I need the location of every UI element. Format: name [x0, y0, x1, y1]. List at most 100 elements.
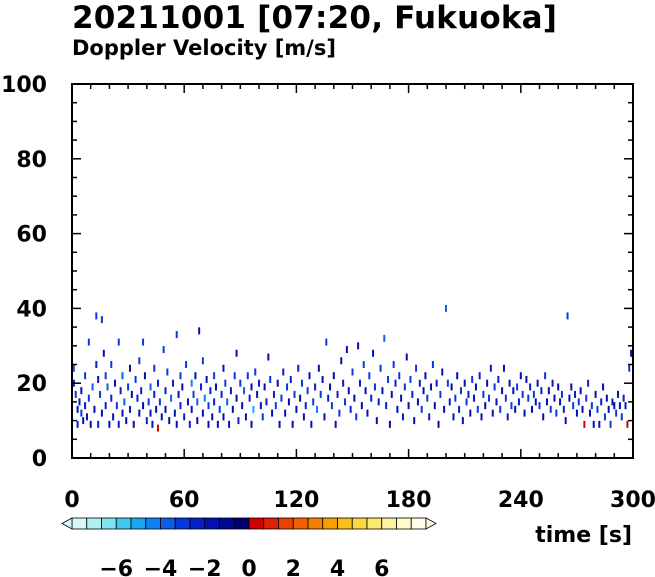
x-tick-label: 120 — [273, 488, 319, 513]
y-tick-label: 80 — [16, 148, 47, 173]
data-point — [142, 338, 145, 346]
data-point — [598, 420, 601, 428]
data-point — [574, 390, 577, 398]
data-point — [426, 394, 429, 402]
data-point — [506, 413, 509, 421]
data-point — [478, 372, 481, 380]
data-point — [302, 413, 305, 421]
y-tick-label: 20 — [16, 372, 47, 397]
data-point — [304, 402, 307, 410]
data-point — [480, 413, 483, 421]
data-point — [585, 394, 588, 402]
data-point — [415, 364, 418, 372]
data-point — [250, 420, 253, 428]
data-point — [89, 420, 92, 428]
data-point — [149, 383, 152, 391]
data-point — [149, 409, 152, 417]
colorbar-segment — [381, 517, 397, 530]
data-point — [233, 372, 236, 380]
data-point — [502, 364, 505, 372]
data-point — [450, 383, 453, 391]
data-point — [222, 413, 225, 421]
data-point — [443, 405, 446, 413]
colorbar-tick-label: 4 — [330, 557, 345, 577]
data-point — [401, 413, 404, 421]
data-point — [179, 372, 182, 380]
data-point — [575, 409, 578, 417]
data-point — [258, 379, 260, 387]
data-point — [568, 394, 571, 402]
data-point — [373, 383, 376, 391]
data-point — [508, 379, 511, 387]
data-point — [491, 409, 494, 417]
colorbar: −6 −4 −2 0 2 4 6 — [61, 517, 437, 577]
data-point — [362, 361, 365, 368]
x-tick-label: 180 — [386, 488, 432, 513]
data-point — [521, 390, 524, 398]
data-point — [607, 405, 610, 413]
data-point — [514, 405, 517, 413]
data-point — [121, 372, 124, 380]
colorbar-max-arrow — [425, 517, 437, 530]
colorbar-tick-label: 0 — [241, 557, 256, 577]
data-point — [439, 390, 442, 398]
data-point — [181, 383, 184, 391]
data-point — [100, 409, 103, 417]
data-point — [76, 405, 79, 413]
data-point — [347, 387, 350, 395]
axes: 0 60 120 180 240 300 0 20 40 60 80 100 — [1, 73, 655, 513]
data-point — [609, 420, 612, 428]
data-point — [110, 361, 113, 368]
data-point — [239, 379, 242, 387]
x-tick-label: 0 — [64, 488, 79, 513]
data-point — [76, 420, 79, 428]
data-point — [177, 390, 180, 398]
data-point — [112, 413, 115, 421]
data-point — [213, 398, 216, 406]
data-point — [332, 372, 335, 380]
colorbar-tick-label: −2 — [188, 557, 222, 577]
data-point — [157, 379, 160, 387]
x-tick-label: 60 — [169, 488, 200, 513]
data-point — [579, 387, 582, 395]
colorbar-segment — [219, 517, 235, 530]
data-point — [325, 338, 328, 346]
data-point — [467, 390, 470, 398]
data-point — [628, 364, 631, 372]
data-point — [207, 402, 210, 410]
data-point — [538, 402, 541, 410]
data-point — [572, 402, 575, 410]
data-point — [366, 409, 369, 417]
chart-subtitle: Doppler Velocity [m/s] — [72, 36, 336, 60]
data-point — [624, 402, 627, 410]
data-point — [596, 405, 599, 413]
data-point — [446, 379, 449, 387]
data-point — [512, 387, 515, 395]
data-point — [355, 413, 358, 421]
data-point — [437, 420, 440, 428]
data-point — [471, 375, 474, 383]
colorbar-min-arrow — [61, 517, 73, 530]
data-point — [282, 368, 285, 376]
data-point — [192, 390, 195, 398]
colorbar-segment — [292, 517, 309, 530]
y-tick-label: 100 — [1, 73, 47, 98]
data-point — [433, 402, 436, 410]
data-point — [392, 361, 395, 368]
data-point — [329, 383, 332, 391]
data-point — [132, 420, 135, 428]
data-point — [344, 398, 347, 406]
colorbar-segment — [263, 517, 279, 530]
data-point — [97, 375, 100, 383]
data-point — [613, 402, 616, 410]
data-point — [241, 402, 244, 410]
data-point — [147, 398, 150, 406]
data-point — [587, 379, 590, 387]
data-point — [235, 394, 238, 402]
plot-marks — [72, 304, 633, 432]
data-point — [532, 390, 535, 398]
data-point — [321, 375, 324, 383]
data-point — [345, 346, 348, 354]
data-point — [428, 413, 431, 421]
